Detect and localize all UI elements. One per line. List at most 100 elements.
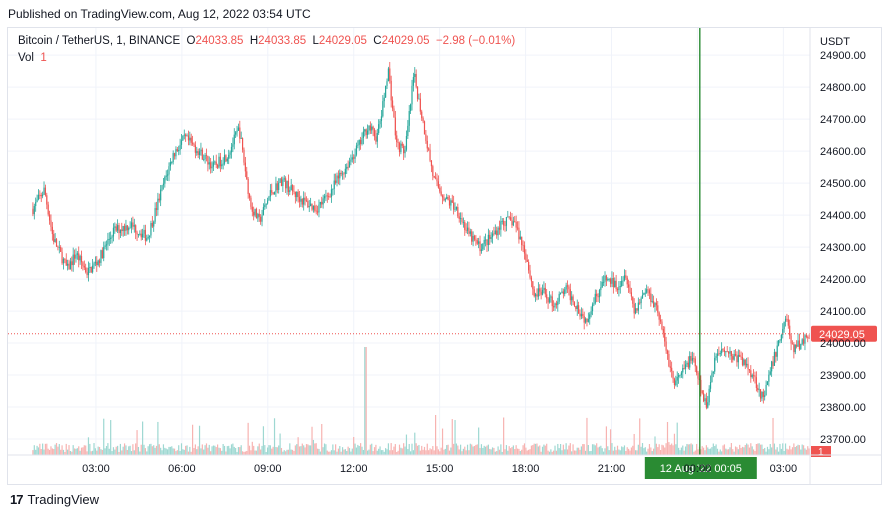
- volume-bar: [619, 450, 621, 455]
- volume-bar: [385, 448, 387, 455]
- candle-body: [504, 225, 506, 227]
- volume-bar: [86, 451, 88, 455]
- candle-body: [147, 236, 149, 239]
- candle-body: [430, 160, 433, 167]
- x-tick-label: 09:00: [254, 463, 282, 475]
- volume-bar: [705, 445, 707, 455]
- volume-bar: [118, 451, 120, 455]
- candle-body: [634, 308, 637, 314]
- volume-bar: [240, 445, 242, 455]
- candle-body: [582, 313, 584, 316]
- candle-body: [794, 344, 796, 353]
- volume-bar: [805, 449, 807, 455]
- candle-body: [325, 195, 327, 197]
- candle-body: [773, 352, 776, 366]
- volume-bar: [379, 446, 381, 455]
- candle-body: [558, 293, 560, 302]
- candle-body: [522, 244, 524, 246]
- candle-body: [648, 290, 651, 294]
- volume-bar: [693, 451, 695, 455]
- volume-bar: [525, 447, 527, 455]
- volume-bar: [479, 447, 481, 455]
- volume-bar: [300, 446, 302, 455]
- volume-bar: [396, 451, 398, 455]
- candle-body: [382, 101, 384, 117]
- volume-bar: [192, 424, 194, 455]
- volume-bar: [533, 443, 535, 455]
- candle-body: [591, 304, 594, 312]
- volume-bar: [301, 443, 303, 455]
- candle-body: [546, 294, 548, 299]
- candle-body: [222, 163, 224, 165]
- volume-bar: [476, 444, 478, 455]
- volume-bar: [340, 451, 342, 455]
- volume-bar: [593, 444, 595, 455]
- volume-bar: [802, 445, 805, 455]
- candle-body: [416, 86, 419, 99]
- volume-bar: [598, 446, 601, 455]
- candle-body: [447, 196, 449, 201]
- volume-bar: [612, 450, 614, 455]
- candle-body: [361, 138, 363, 145]
- volume-bar: [465, 450, 467, 455]
- candle-body: [47, 204, 49, 215]
- volume-bar: [355, 447, 358, 455]
- candle-body: [394, 117, 396, 136]
- candle-body: [39, 194, 41, 196]
- candle-body: [619, 286, 621, 287]
- volume-bar: [487, 444, 489, 455]
- volume-bar: [483, 445, 485, 455]
- candle-body: [322, 198, 324, 205]
- candle-body: [178, 149, 180, 152]
- candle-body: [316, 211, 319, 213]
- volume-bar: [466, 444, 469, 455]
- volume-bar: [618, 449, 620, 455]
- volume-bar: [658, 444, 660, 455]
- candle-body: [478, 241, 480, 244]
- candle-body: [304, 197, 306, 201]
- candle-body: [108, 238, 110, 240]
- volume-bar: [380, 450, 383, 455]
- volume-bar: [640, 446, 642, 455]
- candle-body: [655, 302, 657, 306]
- volume-bar: [578, 447, 580, 455]
- tradingview-logo[interactable]: 17 TradingView: [10, 492, 99, 507]
- candle-body: [404, 149, 406, 154]
- volume-bar: [669, 444, 671, 455]
- candle-body: [483, 239, 485, 244]
- volume-bar: [82, 447, 84, 455]
- candle-body: [641, 294, 644, 299]
- candle-body: [787, 319, 789, 326]
- volume-bar: [582, 444, 584, 455]
- candle-body: [221, 164, 223, 167]
- volume-bar: [287, 449, 290, 455]
- volume-bar: [689, 444, 691, 455]
- candle-body: [583, 315, 585, 323]
- chart-frame[interactable]: [7, 27, 882, 485]
- volume-bar: [73, 448, 76, 455]
- volume-bar: [105, 446, 108, 455]
- candle-body: [771, 361, 773, 372]
- volume-bar: [523, 443, 526, 455]
- candle-body: [205, 155, 208, 156]
- volume-bar: [718, 451, 720, 455]
- candle-body: [569, 289, 571, 301]
- volume-bar: [151, 446, 153, 455]
- volume-bar: [232, 443, 234, 455]
- volume-bar: [428, 450, 430, 455]
- volume-bar: [391, 450, 394, 455]
- x-tick-label: 12:00: [340, 463, 368, 475]
- candle-body: [766, 381, 769, 386]
- candle-body: [168, 166, 170, 175]
- volume-bar: [566, 449, 569, 455]
- volume-bar: [123, 443, 126, 455]
- candle-body: [696, 366, 698, 373]
- candle-body: [298, 197, 301, 202]
- volume-bar: [89, 443, 91, 455]
- candle-body: [408, 111, 410, 126]
- candle-body: [754, 375, 756, 378]
- candle-body: [764, 395, 766, 397]
- volume-bar: [221, 450, 223, 455]
- volume-bar: [583, 444, 585, 455]
